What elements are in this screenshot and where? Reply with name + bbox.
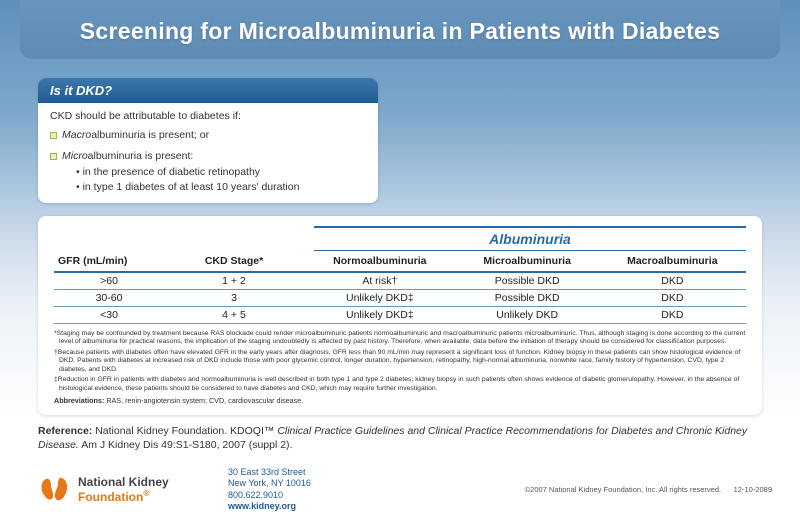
- addr-web: www.kidney.org: [228, 501, 311, 512]
- checkbox-icon: [50, 153, 57, 160]
- addr-street: 30 East 33rd Street: [228, 467, 311, 478]
- copyright: ©2007 National Kidney Foundation, Inc. A…: [525, 485, 772, 494]
- table-row: 30-603Unlikely DKD‡Possible DKDDKD: [54, 290, 746, 307]
- abbr-label: Abbreviations:: [54, 396, 104, 405]
- dkd-intro: CKD should be attributable to diabetes i…: [50, 109, 366, 124]
- cell-stage: 4 + 5: [164, 307, 304, 324]
- addr-phone: 800.622.9010: [228, 490, 311, 501]
- cell-normo: Unlikely DKD‡: [304, 307, 456, 324]
- dkd-sub-2: in type 1 diabetes of at least 10 years'…: [76, 180, 366, 195]
- table-row: <304 + 5Unlikely DKD‡Unlikely DKDDKD: [54, 307, 746, 324]
- footnote-reduction: ‡Reduction in GFR in patients with diabe…: [54, 376, 746, 393]
- cell-micro: Unlikely DKD: [456, 307, 599, 324]
- address-block: 30 East 33rd Street New York, NY 10016 8…: [228, 467, 311, 512]
- footnotes: *Staging may be confounded by treatment …: [54, 330, 746, 405]
- dkd-heading: Is it DKD?: [38, 78, 378, 103]
- table-row: >601 + 2At risk†Possible DKDDKD: [54, 272, 746, 290]
- albuminuria-group-header: Albuminuria: [314, 226, 746, 251]
- footer-date: 12-10-2089: [734, 485, 772, 494]
- col-normo: Normoalbuminuria: [304, 251, 456, 272]
- copyright-text: ©2007 National Kidney Foundation, Inc. A…: [525, 485, 721, 494]
- page-container: Screening for Microalbuminuria in Patien…: [0, 0, 800, 526]
- checkbox-icon: [50, 132, 57, 139]
- micro-rest: albuminuria is present:: [88, 150, 194, 162]
- cell-stage: 3: [164, 290, 304, 307]
- dkd-item-macro: Macroalbuminuria is present; or: [50, 128, 366, 143]
- page-title: Screening for Microalbuminuria in Patien…: [20, 0, 780, 59]
- cell-normo: Unlikely DKD‡: [304, 290, 456, 307]
- cell-gfr: >60: [54, 272, 164, 290]
- table-header-row: GFR (mL/min) CKD Stage* Normoalbuminuria…: [54, 251, 746, 272]
- cell-macro: DKD: [599, 272, 746, 290]
- col-macro: Macroalbuminuria: [599, 251, 746, 272]
- classification-table: GFR (mL/min) CKD Stage* Normoalbuminuria…: [54, 251, 746, 324]
- col-micro: Microalbuminuria: [456, 251, 599, 272]
- macro-rest: albuminuria is present; or: [91, 129, 209, 141]
- classification-table-card: Albuminuria GFR (mL/min) CKD Stage* Norm…: [38, 216, 762, 415]
- abbreviations: Abbreviations: RAS, renin-angiotensin sy…: [54, 396, 746, 405]
- cell-macro: DKD: [599, 307, 746, 324]
- ref-citation: Am J Kidney Dis 49:S1-S180, 2007 (suppl …: [79, 439, 293, 451]
- cell-micro: Possible DKD: [456, 290, 599, 307]
- cell-gfr: 30-60: [54, 290, 164, 307]
- footer: National Kidney Foundation® 30 East 33rd…: [38, 467, 772, 512]
- footnote-risk: †Because patients with diabetes often ha…: [54, 349, 746, 374]
- cell-micro: Possible DKD: [456, 272, 599, 290]
- dkd-item-micro: Microalbuminuria is present: in the pres…: [50, 149, 366, 195]
- col-stage: CKD Stage*: [164, 251, 304, 272]
- nkf-logo: National Kidney Foundation®: [38, 475, 188, 505]
- reference: Reference: National Kidney Foundation. K…: [38, 424, 762, 452]
- micro-prefix: Micro: [62, 150, 88, 162]
- cell-macro: DKD: [599, 290, 746, 307]
- dkd-body: CKD should be attributable to diabetes i…: [38, 103, 378, 203]
- logo-line1: National Kidney: [78, 476, 169, 489]
- addr-city: New York, NY 10016: [228, 478, 311, 489]
- cell-stage: 1 + 2: [164, 272, 304, 290]
- macro-prefix: Macro: [62, 129, 91, 141]
- ref-source: National Kidney Foundation. KDOQI™: [95, 425, 277, 437]
- logo-line2: Foundation®: [78, 489, 169, 504]
- kidney-icon: [38, 475, 72, 505]
- dkd-sub-1: in the presence of diabetic retinopathy: [76, 165, 366, 180]
- cell-normo: At risk†: [304, 272, 456, 290]
- ref-label: Reference:: [38, 425, 95, 437]
- abbr-text: RAS, renin-angiotensin system; CVD, card…: [104, 396, 303, 405]
- cell-gfr: <30: [54, 307, 164, 324]
- dkd-card: Is it DKD? CKD should be attributable to…: [38, 78, 378, 203]
- col-gfr: GFR (mL/min): [54, 251, 164, 272]
- footnote-staging: *Staging may be confounded by treatment …: [54, 330, 746, 347]
